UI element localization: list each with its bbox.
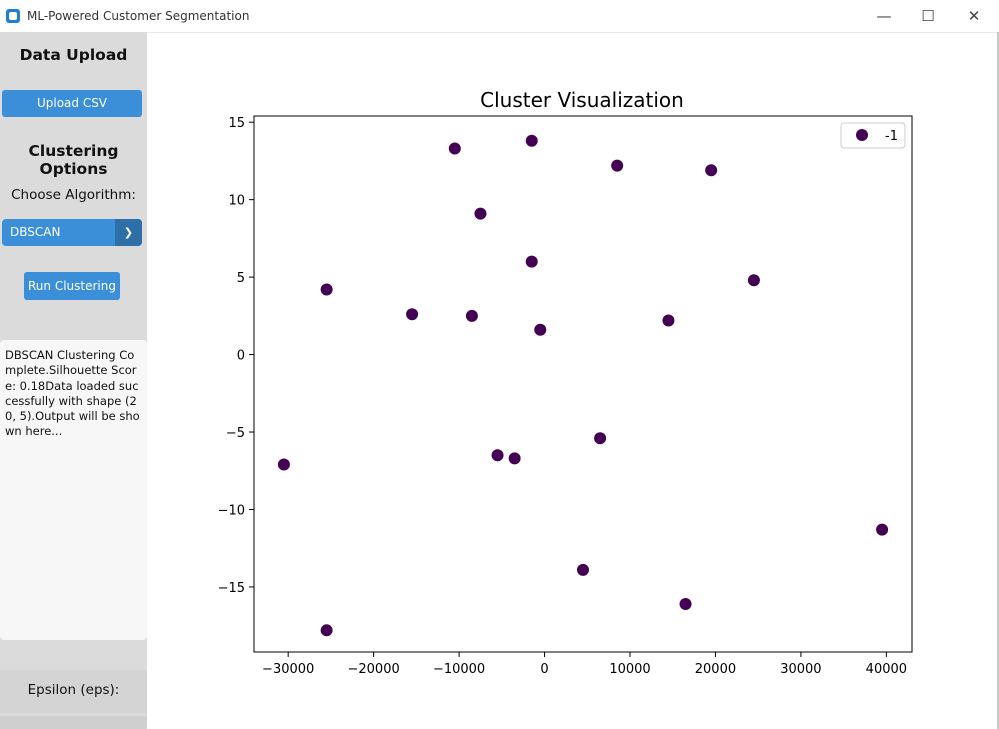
data-point: [525, 255, 538, 268]
x-tick-label: 10000: [609, 662, 650, 677]
data-point: [679, 597, 692, 610]
data-point: [508, 452, 521, 465]
plot-frame: [253, 115, 913, 653]
app-icon: [6, 9, 20, 23]
window-title: ML-Powered Customer Segmentation: [27, 9, 250, 23]
x-tick-label: 0: [540, 662, 548, 677]
output-textbox[interactable]: DBSCAN Clustering Complete.Silhouette Sc…: [0, 340, 147, 640]
algorithm-dropdown[interactable]: DBSCAN ❯: [2, 219, 142, 246]
data-upload-heading: Data Upload: [19, 46, 128, 64]
y-tick-label: −5: [226, 426, 245, 441]
epsilon-section: Epsilon (eps):: [0, 670, 147, 713]
chart-legend: -1: [840, 122, 906, 149]
data-point: [465, 309, 478, 322]
data-point: [491, 449, 504, 462]
x-tick-label: 40000: [866, 662, 907, 677]
data-point: [705, 164, 718, 177]
data-point: [662, 314, 675, 327]
run-clustering-button[interactable]: Run Clustering: [24, 272, 120, 300]
y-tick-label: −10: [218, 503, 245, 518]
y-tick-label: 15: [228, 116, 245, 131]
x-tick-label: 20000: [695, 662, 736, 677]
x-tick-label: 30000: [780, 662, 821, 677]
data-point: [876, 523, 889, 536]
data-point: [320, 624, 333, 637]
window-edge: [997, 32, 999, 729]
maximize-button[interactable]: ☐: [921, 7, 935, 25]
data-point: [277, 458, 290, 471]
data-point: [611, 159, 624, 172]
data-point: [406, 308, 419, 321]
y-tick-label: 0: [237, 349, 245, 364]
output-text: DBSCAN Clustering Complete.Silhouette Sc…: [5, 348, 140, 439]
x-tick-label: −30000: [262, 662, 314, 677]
y-tick-label: −15: [218, 581, 245, 596]
chevron-down-icon[interactable]: ❯: [115, 219, 142, 246]
y-tick-label: 5: [237, 271, 245, 286]
legend-marker: [856, 129, 868, 141]
data-point: [747, 274, 760, 287]
y-tick-label: 10: [228, 194, 245, 209]
legend-label: -1: [885, 129, 898, 144]
scroll-area-edge: [0, 716, 147, 729]
choose-algorithm-label: Choose Algorithm:: [11, 187, 136, 203]
data-point: [320, 283, 333, 296]
data-point: [577, 563, 589, 576]
algorithm-selected: DBSCAN: [10, 225, 61, 239]
data-point: [534, 323, 547, 336]
title-bar: ML-Powered Customer Segmentation — ☐ ✕: [0, 0, 999, 33]
upload-csv-button[interactable]: Upload CSV: [2, 90, 142, 117]
data-point: [525, 134, 538, 147]
chart-title: Cluster Visualization: [480, 88, 684, 112]
minimize-button[interactable]: —: [876, 7, 892, 25]
x-tick-label: −10000: [433, 662, 485, 677]
clustering-options-heading: Clustering Options: [28, 142, 119, 178]
epsilon-label: Epsilon (eps):: [27, 682, 120, 698]
data-point: [594, 432, 607, 445]
close-button[interactable]: ✕: [967, 7, 981, 25]
x-tick-label: −20000: [348, 662, 400, 677]
data-point: [448, 142, 461, 155]
data-point: [474, 207, 487, 220]
